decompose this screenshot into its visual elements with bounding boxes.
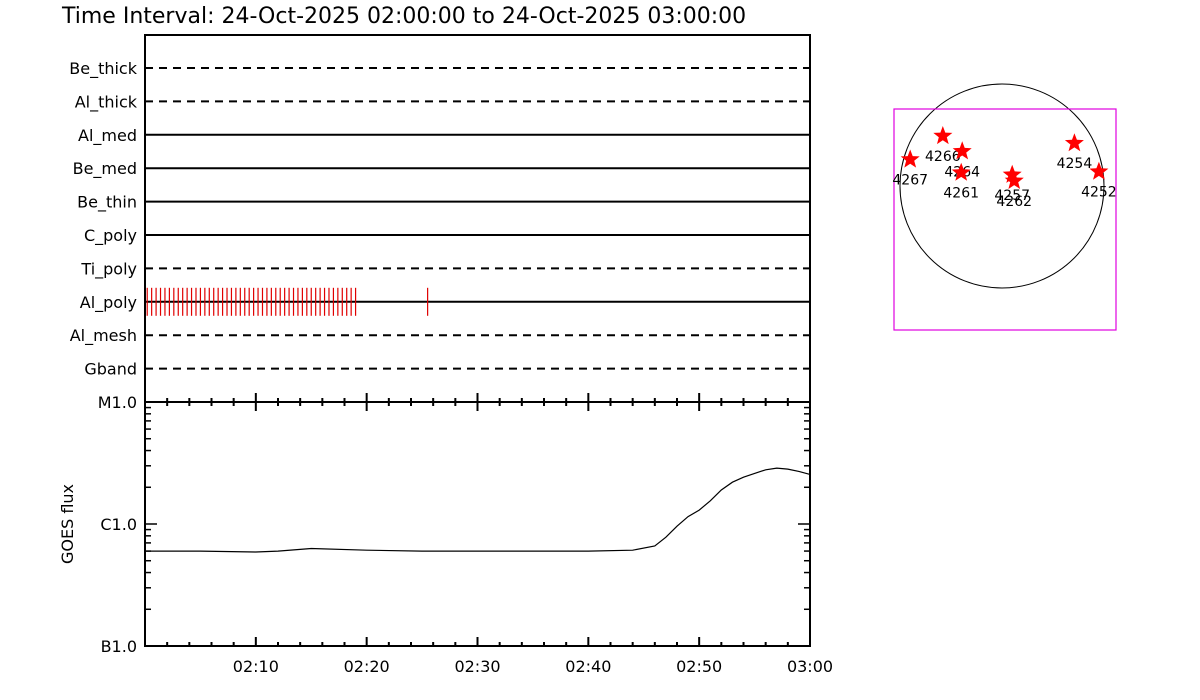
goes-flux-panel: 02:10 02:20 02:30 02:40 02:50 03:00 B1.0 C1.0 M1…: [58, 393, 833, 676]
active-region-label: 4252: [1081, 185, 1117, 201]
active-region-star: [951, 162, 971, 181]
x-tick-label: 02:20: [344, 657, 390, 676]
y-axis-label: GOES flux: [58, 484, 77, 564]
active-region-label: 4261: [943, 186, 979, 202]
active-region-star: [1089, 161, 1109, 180]
active-region-star: [933, 126, 953, 145]
y-tick-label: M1.0: [98, 393, 137, 412]
filter-label: Be_med: [73, 159, 137, 179]
filter-label: Al_poly: [80, 293, 137, 313]
timeline-frame: [144, 34, 811, 403]
active-region-label: 4266: [925, 149, 961, 165]
solar-disk-map: 42664264426142674257426242544252: [892, 83, 1117, 331]
filter-label: Gband: [84, 360, 137, 379]
filter-label: C_poly: [84, 226, 137, 246]
goes-flux-line: [145, 467, 811, 553]
filter-label: Be_thick: [69, 59, 137, 79]
active-region-star: [1004, 170, 1024, 189]
y-tick-label: C1.0: [100, 515, 137, 534]
solar-limb: [899, 83, 1105, 289]
x-tick-label: 02:10: [233, 657, 279, 676]
filter-label: Be_thin: [77, 193, 137, 213]
y-tick-label: B1.0: [101, 637, 137, 656]
x-tick-label: 02:40: [565, 657, 611, 676]
field-of-view-box: [893, 108, 1117, 331]
active-region-star: [1064, 133, 1084, 152]
active-region-star: [1002, 164, 1022, 183]
active-region-label: 4254: [1057, 156, 1093, 172]
x-tick-label: 02:30: [454, 657, 500, 676]
chart-title: Time Interval: 24-Oct-2025 02:00:00 to 2…: [61, 4, 746, 29]
filter-label: Al_med: [78, 126, 137, 146]
filter-label: Al_thick: [75, 92, 138, 112]
active-region-label: 4267: [892, 172, 928, 188]
x-tick-label: 02:50: [676, 657, 722, 676]
active-region-star: [900, 149, 920, 168]
filter-label: Ti_poly: [80, 259, 137, 279]
active-region-star: [952, 141, 972, 160]
goes-frame: [144, 401, 811, 647]
filter-label: Al_mesh: [70, 326, 137, 346]
x-tick-label: 03:00: [787, 657, 833, 676]
filter-timeline-panel: Be_thick Al_thick Al_med Be_med Be_thin C_pol…: [69, 34, 811, 403]
active-region-label: 4257: [994, 188, 1030, 204]
active-region-label: 4262: [996, 194, 1032, 210]
